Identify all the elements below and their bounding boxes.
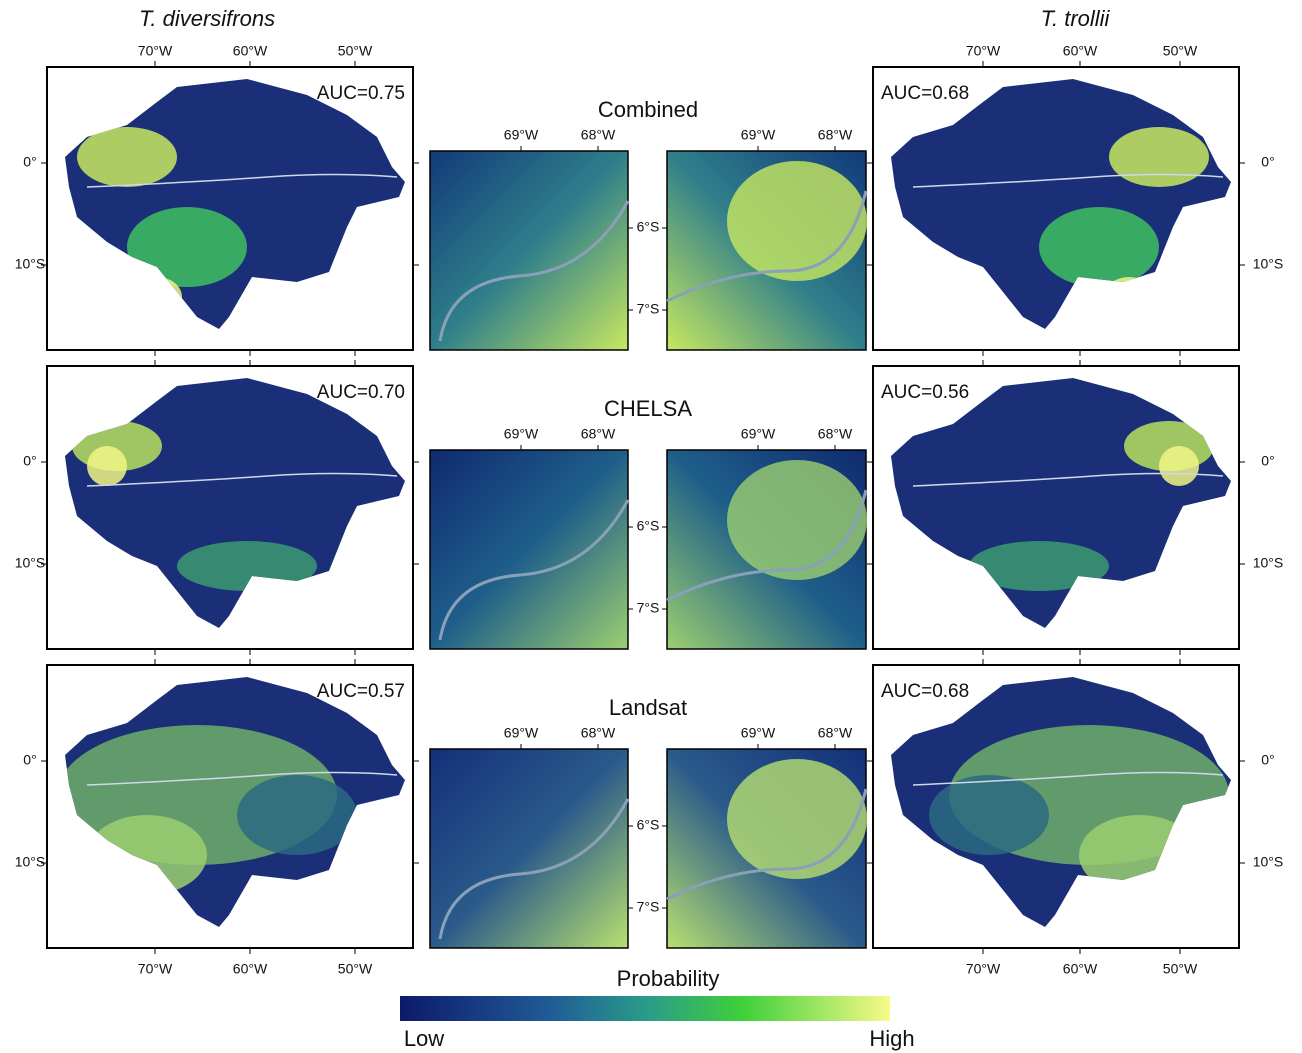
map-panel bbox=[867, 61, 1245, 356]
map-panel bbox=[867, 659, 1245, 954]
y-tick-label: 0° bbox=[1261, 154, 1274, 170]
map-panel bbox=[41, 61, 419, 356]
x-tick-label: 70°W bbox=[138, 961, 173, 977]
y-tick-label: 7°S bbox=[637, 301, 660, 317]
auc-label: AUC=0.57 bbox=[317, 681, 405, 702]
river bbox=[912, 771, 1224, 786]
river bbox=[666, 190, 868, 303]
x-tick-label: 70°W bbox=[966, 961, 1001, 977]
x-tick-label: 60°W bbox=[1063, 961, 1098, 977]
auc-label: AUC=0.68 bbox=[881, 681, 969, 702]
inset-map bbox=[429, 449, 629, 650]
row-title: Combined bbox=[598, 97, 698, 122]
y-tick-label: 10°S bbox=[1253, 854, 1284, 870]
y-tick-label: 6°S bbox=[637, 219, 660, 235]
legend-low: Low bbox=[404, 1026, 444, 1051]
x-tick-label: 60°W bbox=[1063, 43, 1098, 59]
x-tick-label: 68°W bbox=[581, 127, 616, 143]
habitat-patch bbox=[77, 127, 177, 187]
x-tick-label: 60°W bbox=[233, 961, 268, 977]
x-tick-label: 68°W bbox=[581, 725, 616, 741]
inset-panel bbox=[429, 445, 633, 650]
habitat-patch bbox=[1159, 446, 1199, 486]
habitat-patch bbox=[87, 446, 127, 486]
map-fill bbox=[912, 421, 1224, 591]
habitat-patch bbox=[127, 207, 247, 287]
inset-panel bbox=[429, 146, 633, 351]
y-tick-label: 10°S bbox=[15, 555, 46, 571]
x-tick-label: 69°W bbox=[504, 725, 539, 741]
river bbox=[666, 788, 868, 901]
legend-title: Probability bbox=[617, 966, 720, 991]
inset-map bbox=[429, 150, 629, 351]
species-title: T. diversifrons bbox=[139, 6, 275, 31]
habitat-patch bbox=[727, 759, 867, 879]
inset-panel bbox=[662, 744, 868, 949]
y-tick-label: 10°S bbox=[15, 256, 46, 272]
y-tick-label: 7°S bbox=[637, 600, 660, 616]
river bbox=[86, 173, 398, 188]
x-tick-label: 68°W bbox=[818, 127, 853, 143]
x-tick-label: 69°W bbox=[741, 426, 776, 442]
x-tick-label: 69°W bbox=[504, 426, 539, 442]
y-tick-label: 7°S bbox=[637, 899, 660, 915]
inset-panel bbox=[662, 146, 868, 351]
map-panel bbox=[41, 360, 419, 655]
row-title: CHELSA bbox=[604, 396, 692, 421]
river bbox=[438, 499, 630, 641]
x-tick-label: 50°W bbox=[1163, 43, 1198, 59]
map-panel bbox=[41, 659, 419, 954]
y-tick-label: 10°S bbox=[15, 854, 46, 870]
map-panel bbox=[867, 360, 1245, 655]
inset-panel bbox=[662, 445, 868, 650]
colorbar bbox=[400, 996, 890, 1021]
x-tick-label: 69°W bbox=[504, 127, 539, 143]
river bbox=[86, 472, 398, 487]
river bbox=[438, 798, 630, 940]
row-title: Landsat bbox=[609, 695, 687, 720]
auc-label: AUC=0.56 bbox=[881, 382, 969, 403]
x-tick-label: 50°W bbox=[338, 43, 373, 59]
habitat-patch bbox=[177, 541, 317, 591]
x-tick-label: 60°W bbox=[233, 43, 268, 59]
river bbox=[912, 472, 1224, 487]
habitat-patch bbox=[727, 161, 867, 281]
river bbox=[86, 771, 398, 786]
x-tick-label: 70°W bbox=[966, 43, 1001, 59]
y-tick-label: 6°S bbox=[637, 817, 660, 833]
x-tick-label: 68°W bbox=[818, 426, 853, 442]
x-tick-label: 50°W bbox=[338, 961, 373, 977]
river bbox=[666, 489, 868, 602]
habitat-patch bbox=[1039, 207, 1159, 287]
x-tick-label: 69°W bbox=[741, 127, 776, 143]
auc-label: AUC=0.75 bbox=[317, 83, 405, 104]
auc-label: AUC=0.70 bbox=[317, 382, 405, 403]
inset-map bbox=[429, 748, 629, 949]
x-tick-label: 68°W bbox=[818, 725, 853, 741]
habitat-patch bbox=[969, 541, 1109, 591]
river bbox=[438, 200, 630, 342]
y-tick-label: 10°S bbox=[1253, 555, 1284, 571]
x-tick-label: 69°W bbox=[741, 725, 776, 741]
species-title: T. trollii bbox=[1041, 6, 1111, 31]
x-tick-label: 70°W bbox=[138, 43, 173, 59]
x-tick-label: 68°W bbox=[581, 426, 616, 442]
legend-high: High bbox=[869, 1026, 914, 1051]
y-tick-label: 6°S bbox=[637, 518, 660, 534]
inset-panel bbox=[429, 744, 633, 949]
y-tick-label: 10°S bbox=[1253, 256, 1284, 272]
y-tick-label: 0° bbox=[23, 453, 36, 469]
habitat-patch bbox=[929, 775, 1049, 855]
auc-label: AUC=0.68 bbox=[881, 83, 969, 104]
habitat-patch bbox=[237, 775, 357, 855]
y-tick-label: 0° bbox=[1261, 752, 1274, 768]
habitat-patch bbox=[1109, 127, 1209, 187]
x-tick-label: 50°W bbox=[1163, 961, 1198, 977]
river bbox=[912, 173, 1224, 188]
y-tick-label: 0° bbox=[1261, 453, 1274, 469]
habitat-patch bbox=[727, 460, 867, 580]
y-tick-label: 0° bbox=[23, 752, 36, 768]
y-tick-label: 0° bbox=[23, 154, 36, 170]
